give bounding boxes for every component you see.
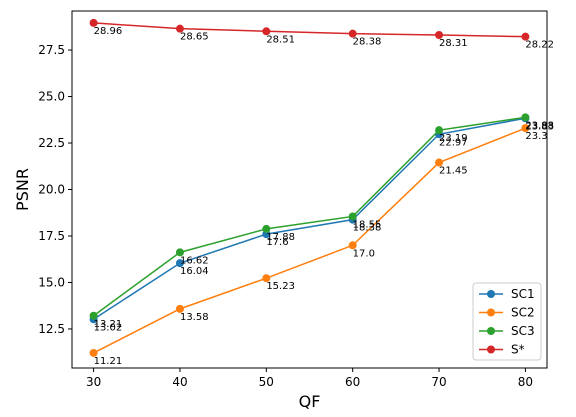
data-point <box>175 304 184 313</box>
legend-marker <box>487 308 495 317</box>
y-axis-ticks: 12.5 15.0 17.5 20.0 22.5 25.0 27.5 <box>38 43 72 336</box>
x-tick-label: 30 <box>86 375 101 389</box>
y-tick-label: 27.5 <box>38 43 65 57</box>
data-point <box>435 30 444 39</box>
data-point <box>521 124 530 133</box>
data-point <box>348 29 357 38</box>
data-point <box>348 212 357 221</box>
y-tick-label: 25.0 <box>38 90 65 104</box>
legend-label: SC2 <box>511 306 535 320</box>
legend: SC1 SC2 SC3 S* <box>472 282 542 361</box>
data-label: 13.02 <box>94 322 123 333</box>
data-label: 15.23 <box>266 281 295 292</box>
data-label: 21.45 <box>439 166 468 177</box>
data-label: 17.0 <box>353 248 375 259</box>
data-label: 23.19 <box>439 133 468 144</box>
x-axis-label: QF <box>299 392 321 411</box>
data-label: 23.88 <box>525 120 554 131</box>
data-point <box>262 274 271 283</box>
x-tick-label: 50 <box>259 375 274 389</box>
x-tick-label: 60 <box>345 375 360 389</box>
data-label: 13.58 <box>180 312 209 323</box>
x-tick-label: 40 <box>172 375 187 389</box>
data-label: 28.51 <box>266 34 295 45</box>
legend-label: SC3 <box>511 324 535 338</box>
y-axis-label: PSNR <box>13 168 32 211</box>
y-tick-label: 20.0 <box>38 183 65 197</box>
data-point <box>175 24 184 33</box>
data-point <box>175 259 184 268</box>
data-point <box>348 241 357 250</box>
data-label: 17.88 <box>266 232 295 243</box>
x-tick-label: 80 <box>518 375 533 389</box>
data-label: 22.97 <box>439 137 468 148</box>
data-label: 28.65 <box>180 32 209 43</box>
data-point <box>262 224 271 233</box>
legend-marker <box>487 345 495 354</box>
y-tick-label: 12.5 <box>38 322 65 336</box>
data-point <box>262 27 271 36</box>
data-point <box>89 18 98 27</box>
data-label: 18.55 <box>353 219 382 230</box>
data-label: 13.21 <box>94 319 123 330</box>
data-point <box>521 113 530 122</box>
y-tick-label: 15.0 <box>38 275 65 289</box>
data-point <box>175 248 184 257</box>
legend-box <box>472 282 542 361</box>
data-label: 28.38 <box>353 37 382 48</box>
data-point <box>89 348 98 357</box>
data-label: 11.21 <box>94 356 123 367</box>
legend-label: SC1 <box>511 287 535 301</box>
x-tick-label: 70 <box>431 375 446 389</box>
data-label: 16.04 <box>180 266 209 277</box>
data-point <box>521 32 530 41</box>
data-label: 28.96 <box>94 26 123 37</box>
series-line-SC2 <box>93 127 526 354</box>
data-label: 28.22 <box>525 40 554 51</box>
data-label: 16.62 <box>180 255 209 266</box>
legend-marker <box>487 327 495 335</box>
data-label: 17.6 <box>266 237 288 248</box>
data-point <box>89 311 98 320</box>
series-line-SC3 <box>93 116 526 317</box>
data-label: 18.38 <box>353 223 382 234</box>
y-tick-label: 22.5 <box>38 136 65 150</box>
data-label: 28.31 <box>439 38 468 49</box>
x-axis-ticks: 30 40 50 60 70 80 <box>86 368 533 389</box>
legend-marker <box>487 290 495 298</box>
data-label: 23.83 <box>525 121 554 132</box>
legend-label: S* <box>511 343 525 357</box>
series-line-S* <box>93 22 526 38</box>
plot-area: 13.02 16.04 17.6 18.38 22.97 23.83 11.21 13.58 1… <box>89 18 554 367</box>
y-tick-label: 17.5 <box>38 229 65 243</box>
data-point <box>435 126 444 135</box>
data-point <box>435 158 444 167</box>
data-label: 23.3 <box>525 131 547 142</box>
series-line-SC1 <box>93 117 526 320</box>
